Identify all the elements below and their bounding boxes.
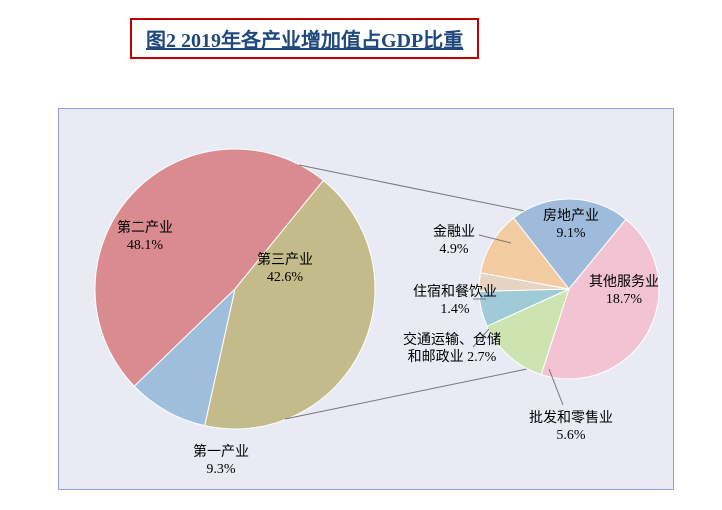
sub-label-5-line2: 5.6% xyxy=(529,428,613,445)
sub-label-0-line2: 9.1% xyxy=(543,226,599,243)
sub-label-1-line2: 18.7% xyxy=(589,292,659,309)
sub-label-2: 金融业4.9% xyxy=(433,225,475,259)
sub-label-4-line1: 交通运输、仓储 xyxy=(403,333,501,350)
sub-label-0-line1: 房地产业 xyxy=(543,209,599,226)
main-label-1: 第三产业42.6% xyxy=(257,253,313,287)
sub-label-2-line1: 金融业 xyxy=(433,225,475,242)
sub-label-5-line1: 批发和零售业 xyxy=(529,411,613,428)
sub-label-2-line2: 4.9% xyxy=(433,242,475,259)
main-label-0: 第二产业48.1% xyxy=(117,221,173,255)
sub-label-3-line2: 1.4% xyxy=(413,302,497,319)
main-label-1-line2: 42.6% xyxy=(257,270,313,287)
main-label-1-line1: 第三产业 xyxy=(257,253,313,270)
main-label-2-line1: 第一产业 xyxy=(193,445,249,462)
sub-label-0: 房地产业9.1% xyxy=(543,209,599,243)
main-label-2: 第一产业9.3% xyxy=(193,445,249,479)
main-label-0-line2: 48.1% xyxy=(117,238,173,255)
sub-label-1: 其他服务业18.7% xyxy=(589,275,659,309)
main-label-0-line1: 第二产业 xyxy=(117,221,173,238)
sub-label-3-line1: 住宿和餐饮业 xyxy=(413,285,497,302)
chart-title: 图2 2019年各产业增加值占GDP比重 xyxy=(130,18,479,59)
sub-label-5: 批发和零售业5.6% xyxy=(529,411,613,445)
chart-area: 第二产业48.1%第三产业42.6%第一产业9.3%房地产业9.1%其他服务业1… xyxy=(58,108,674,490)
sub-label-4: 交通运输、仓储和邮政业 2.7% xyxy=(403,333,501,367)
main-label-2-line2: 9.3% xyxy=(193,462,249,479)
sub-label-1-line1: 其他服务业 xyxy=(589,275,659,292)
chart-title-text: 图2 2019年各产业增加值占GDP比重 xyxy=(146,30,463,52)
sub-label-3: 住宿和餐饮业1.4% xyxy=(413,285,497,319)
sub-label-4-line2: 和邮政业 2.7% xyxy=(403,350,501,367)
